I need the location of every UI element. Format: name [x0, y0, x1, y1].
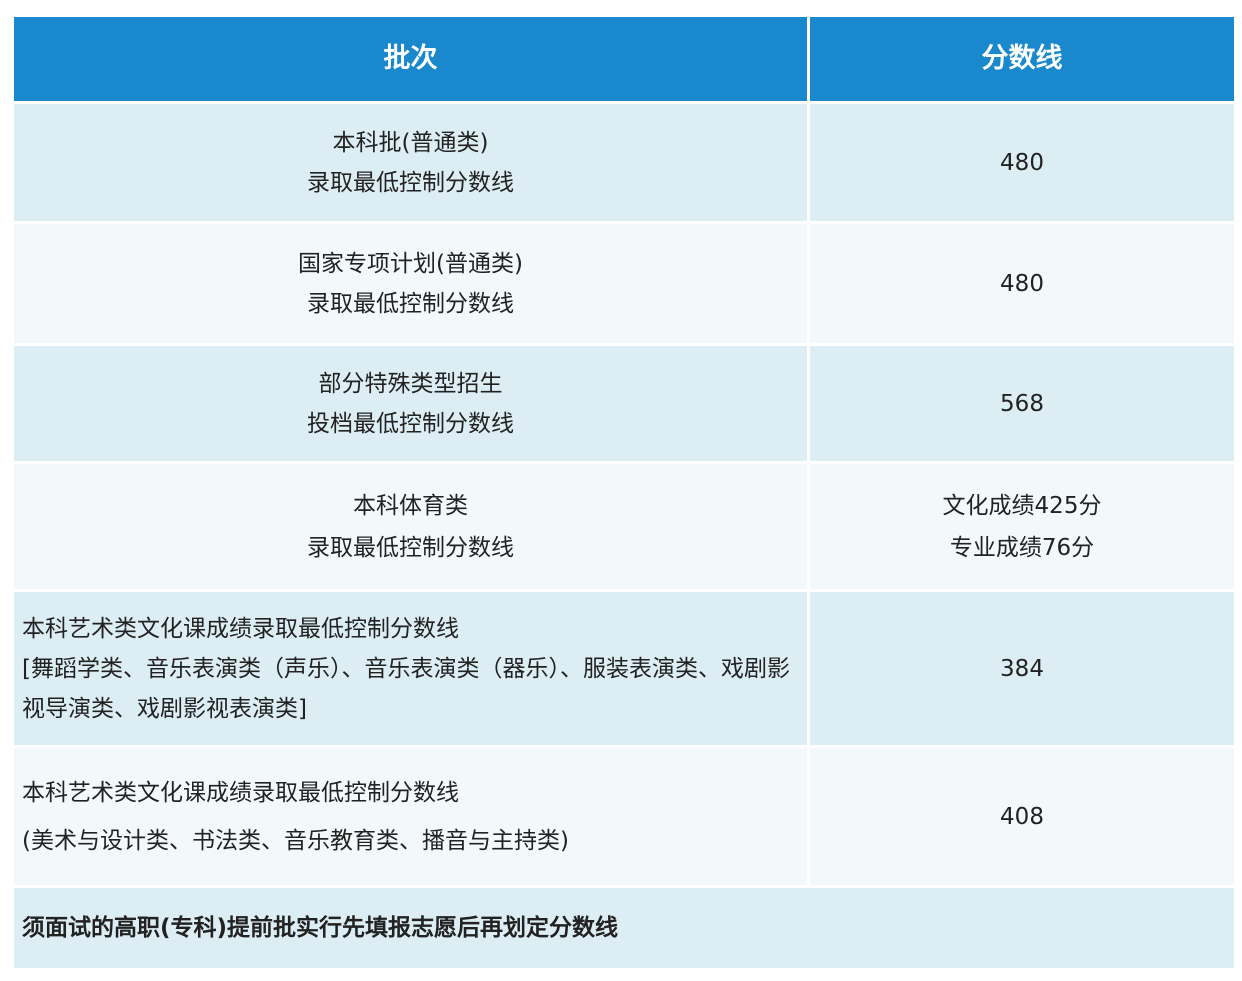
header-batch: 批次 — [11, 14, 810, 104]
table-row: 本科批(普通类) 录取最低控制分数线 480 — [11, 101, 1237, 224]
batch-line: 本科批(普通类) — [332, 129, 489, 156]
batch-line: 本科艺术类文化课成绩录取最低控制分数线 — [22, 779, 459, 806]
batch-line: 本科体育类 — [353, 492, 468, 519]
table-header: 批次 分数线 — [11, 14, 1237, 104]
score-table: 批次 分数线 本科批(普通类) 录取最低控制分数线 480 国家专项计划(普通类)… — [11, 14, 1237, 971]
table-row: 本科体育类录取最低控制分数线 文化成绩425分 专业成绩76分 — [11, 461, 1237, 592]
batch-cell: 部分特殊类型招生 投档最低控制分数线 — [11, 343, 810, 464]
batch-cell: 国家专项计划(普通类) 录取最低控制分数线 — [11, 221, 810, 346]
batch-line: [舞蹈学类、音乐表演类（声乐）、音乐表演类（器乐）、服装表演类、戏剧影视导演类、… — [22, 655, 790, 722]
batch-line: 国家专项计划(普通类) — [298, 250, 523, 277]
batch-line: 录取最低控制分数线 — [307, 290, 514, 317]
score-cell: 408 — [807, 745, 1237, 888]
score-line: 专业成绩76分 — [949, 534, 1095, 561]
batch-cell: 本科批(普通类) 录取最低控制分数线 — [11, 101, 810, 224]
batch-line: 投档最低控制分数线 — [307, 410, 514, 437]
score-cell: 384 — [807, 589, 1237, 748]
batch-cell: 本科艺术类文化课成绩录取最低控制分数线 (美术与设计类、书法类、音乐教育类、播音与… — [11, 745, 810, 888]
batch-line: 录取最低控制分数线 — [307, 534, 514, 561]
batch-line: 部分特殊类型招生 — [318, 370, 503, 397]
score-cell: 480 — [807, 101, 1237, 224]
score-cell: 568 — [807, 343, 1237, 464]
batch-line: 本科艺术类文化课成绩录取最低控制分数线 — [22, 615, 459, 642]
table-row: 本科艺术类文化课成绩录取最低控制分数线 [舞蹈学类、音乐表演类（声乐）、音乐表演类… — [11, 589, 1237, 748]
table-row: 本科艺术类文化课成绩录取最低控制分数线 (美术与设计类、书法类、音乐教育类、播音与… — [11, 745, 1237, 888]
score-cell: 文化成绩425分 专业成绩76分 — [807, 461, 1237, 592]
batch-cell: 本科艺术类文化课成绩录取最低控制分数线 [舞蹈学类、音乐表演类（声乐）、音乐表演类… — [11, 589, 810, 748]
score-cell: 480 — [807, 221, 1237, 346]
table-row-footer: 须面试的高职(专科)提前批实行先填报志愿后再划定分数线 — [11, 885, 1237, 971]
score-line: 文化成绩425分 — [942, 492, 1102, 519]
footer-note: 须面试的高职(专科)提前批实行先填报志愿后再划定分数线 — [11, 885, 1237, 971]
header-score: 分数线 — [807, 14, 1237, 104]
batch-line: (美术与设计类、书法类、音乐教育类、播音与主持类) — [22, 827, 569, 854]
table-row: 国家专项计划(普通类) 录取最低控制分数线 480 — [11, 221, 1237, 346]
batch-line: 录取最低控制分数线 — [307, 169, 514, 196]
table-row: 部分特殊类型招生 投档最低控制分数线 568 — [11, 343, 1237, 464]
batch-cell: 本科体育类录取最低控制分数线 — [11, 461, 810, 592]
